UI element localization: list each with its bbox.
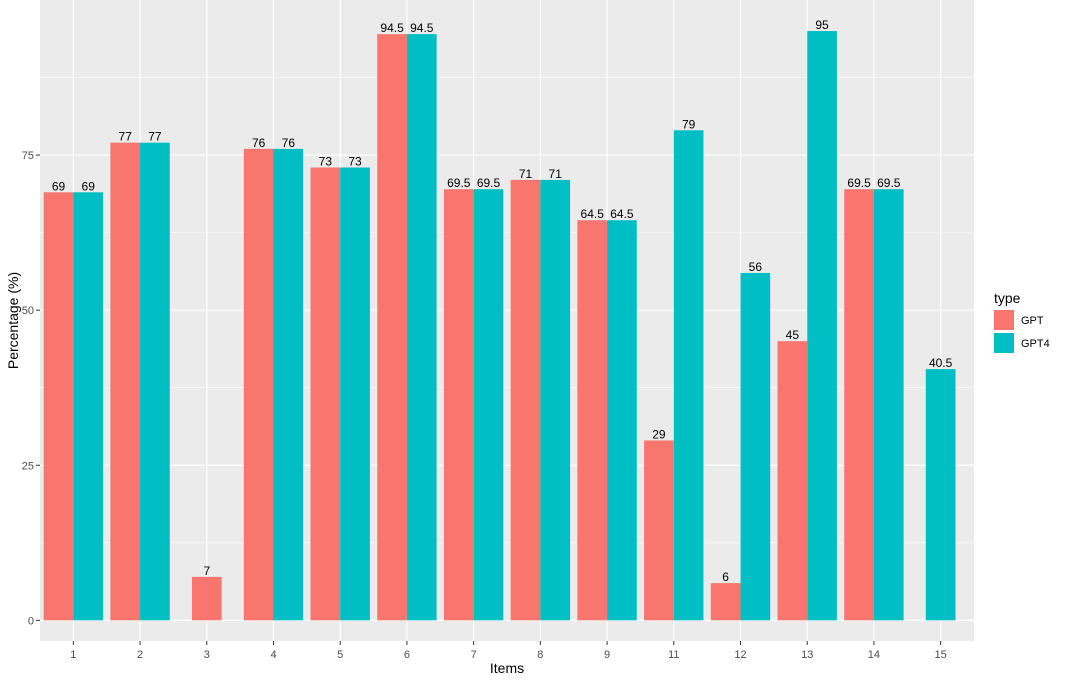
legend-label-gpt4: GPT4 — [1021, 338, 1050, 350]
bar-gpt4-item-15 — [925, 369, 956, 621]
bars — [43, 31, 956, 621]
y-tick-label: 0 — [28, 615, 34, 627]
data-label-gpt4-item-15: 40.5 — [929, 356, 953, 370]
x-tick-label: 9 — [604, 649, 610, 661]
data-label-gpt4-item-13: 95 — [815, 18, 829, 32]
bar-gpt4-item-6 — [406, 34, 437, 621]
data-label-gpt4-item-14: 69.5 — [877, 176, 901, 190]
bar-gpt4-item-12 — [740, 272, 771, 621]
bar-gpt-item-4 — [243, 148, 274, 621]
x-tick-label: 8 — [537, 649, 543, 661]
x-axis: 1 2 3 4 5 6 7 8 9 11 12 13 14 15 — [70, 641, 947, 661]
legend-title: type — [994, 290, 1021, 306]
data-label-gpt4-item-7: 69.5 — [477, 176, 501, 190]
bar-gpt-item-5 — [310, 167, 341, 621]
data-label-gpt4-item-9: 64.5 — [610, 207, 634, 221]
bar-gpt-item-14 — [844, 189, 874, 621]
data-label-gpt4-item-5: 73 — [348, 154, 362, 168]
x-tick-label: 3 — [204, 649, 210, 661]
data-label-gpt4-item-4: 76 — [282, 136, 296, 150]
legend-key-gpt — [994, 310, 1014, 330]
y-tick-label: 75 — [22, 150, 34, 162]
bar-gpt4-item-2 — [140, 142, 170, 621]
y-tick-label: 50 — [22, 305, 34, 317]
x-tick-label: 1 — [70, 649, 76, 661]
bar-gpt-item-8 — [510, 179, 541, 621]
bar-gpt-item-6 — [377, 34, 407, 621]
data-label-gpt-item-13: 45 — [786, 328, 800, 342]
data-label-gpt-item-5: 73 — [319, 154, 333, 168]
bar-gpt4-item-8 — [540, 179, 571, 621]
data-label-gpt4-item-8: 71 — [549, 167, 563, 181]
x-tick-label: 2 — [137, 649, 143, 661]
x-tick-label: 14 — [868, 649, 880, 661]
x-tick-label: 4 — [270, 649, 276, 661]
bar-gpt4-item-1 — [73, 192, 104, 621]
data-label-gpt-item-3: 7 — [203, 564, 210, 578]
bar-gpt4-item-9 — [607, 220, 637, 621]
data-label-gpt-item-4: 76 — [252, 136, 266, 150]
bar-gpt-item-7 — [443, 189, 474, 621]
legend-key-gpt4 — [994, 333, 1014, 353]
data-label-gpt-item-12: 6 — [722, 570, 729, 584]
data-label-gpt4-item-2: 77 — [148, 130, 162, 144]
bar-gpt4-item-14 — [873, 189, 904, 621]
bar-gpt-item-3 — [191, 576, 222, 621]
bar-gpt4-item-7 — [473, 189, 504, 621]
bar-gpt4-item-4 — [273, 148, 304, 621]
legend-label-gpt: GPT — [1021, 315, 1044, 327]
legend: type GPT GPT4 — [994, 290, 1050, 353]
data-label-gpt-item-11: 29 — [652, 427, 666, 441]
bar-gpt-item-11 — [644, 440, 674, 621]
data-label-gpt-item-9: 64.5 — [581, 207, 605, 221]
data-label-gpt4-item-1: 69 — [82, 179, 96, 193]
data-label-gpt4-item-12: 56 — [749, 260, 763, 274]
bar-gpt4-item-13 — [807, 31, 837, 621]
bar-gpt4-item-11 — [673, 130, 704, 621]
x-tick-label: 12 — [734, 649, 746, 661]
x-tick-label: 7 — [471, 649, 477, 661]
data-label-gpt-item-6: 94.5 — [380, 21, 404, 35]
x-tick-label: 15 — [935, 649, 947, 661]
x-tick-label: 11 — [668, 649, 679, 661]
y-axis-title: Percentage (%) — [5, 272, 21, 369]
y-axis: 0 25 50 75 — [22, 150, 40, 627]
bar-gpt-item-2 — [110, 142, 141, 621]
data-label-gpt-item-14: 69.5 — [847, 176, 871, 190]
data-label-gpt-item-2: 77 — [119, 130, 133, 144]
data-label-gpt-item-1: 69 — [52, 179, 66, 193]
bar-gpt-item-12 — [710, 583, 741, 621]
bar-gpt-item-9 — [577, 220, 608, 621]
x-axis-title: Items — [490, 660, 524, 676]
data-label-gpt4-item-6: 94.5 — [410, 21, 434, 35]
data-label-gpt-item-8: 71 — [519, 167, 533, 181]
x-tick-label: 6 — [404, 649, 410, 661]
bar-gpt4-item-5 — [340, 167, 370, 621]
y-tick-label: 25 — [22, 460, 34, 472]
bar-gpt-item-1 — [43, 192, 74, 621]
x-tick-label: 5 — [337, 649, 343, 661]
x-tick-label: 13 — [801, 649, 813, 661]
data-label-gpt-item-7: 69.5 — [447, 176, 471, 190]
data-label-gpt4-item-11: 79 — [682, 117, 696, 131]
bar-gpt-item-13 — [777, 341, 808, 621]
